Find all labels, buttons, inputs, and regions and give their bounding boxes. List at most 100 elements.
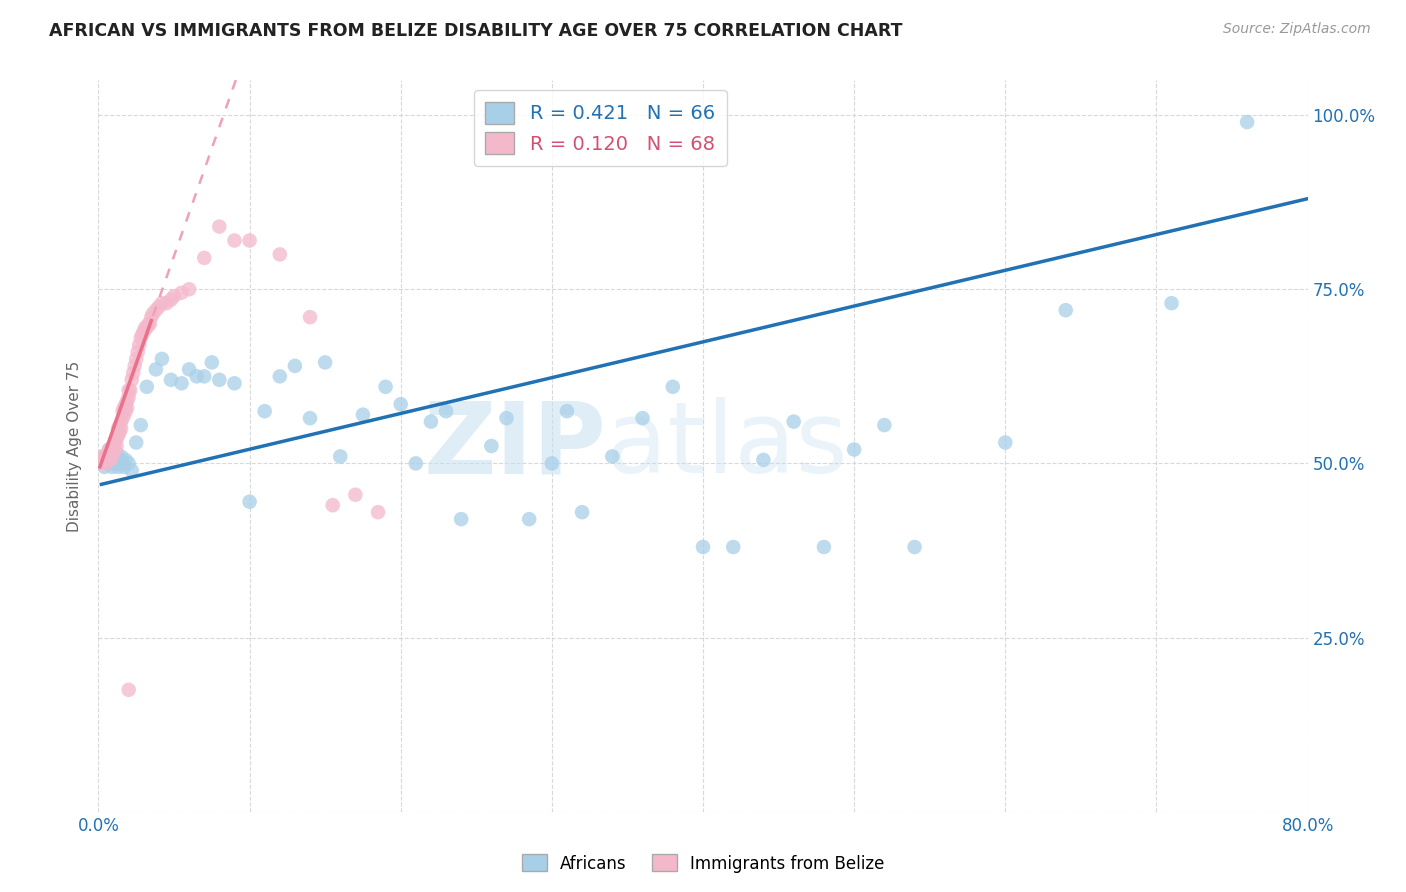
Point bbox=[813, 540, 835, 554]
Legend: Africans, Immigrants from Belize: Africans, Immigrants from Belize bbox=[515, 847, 891, 880]
Point bbox=[179, 282, 201, 296]
Point bbox=[128, 338, 150, 352]
Point bbox=[155, 296, 177, 310]
Point bbox=[107, 421, 129, 435]
Point bbox=[101, 450, 124, 464]
Point bbox=[873, 418, 896, 433]
Point bbox=[253, 404, 276, 418]
Point bbox=[170, 376, 193, 391]
Point bbox=[135, 320, 157, 334]
Point bbox=[121, 463, 143, 477]
Point bbox=[163, 289, 186, 303]
Point bbox=[450, 512, 472, 526]
Point bbox=[105, 439, 128, 453]
Y-axis label: Disability Age Over 75: Disability Age Over 75 bbox=[67, 360, 83, 532]
Point bbox=[111, 404, 134, 418]
Point bbox=[103, 446, 125, 460]
Point bbox=[103, 450, 125, 464]
Point bbox=[111, 457, 134, 471]
Point bbox=[434, 404, 457, 418]
Point bbox=[94, 457, 117, 471]
Text: AFRICAN VS IMMIGRANTS FROM BELIZE DISABILITY AGE OVER 75 CORRELATION CHART: AFRICAN VS IMMIGRANTS FROM BELIZE DISABI… bbox=[49, 22, 903, 40]
Point bbox=[132, 324, 155, 338]
Point bbox=[142, 307, 165, 321]
Point bbox=[299, 411, 322, 425]
Point bbox=[127, 345, 149, 359]
Point bbox=[93, 450, 115, 464]
Point bbox=[481, 439, 503, 453]
Point bbox=[101, 459, 124, 474]
Point bbox=[374, 380, 396, 394]
Point bbox=[115, 401, 138, 415]
Point bbox=[904, 540, 927, 554]
Point bbox=[100, 446, 122, 460]
Point bbox=[100, 453, 122, 467]
Point bbox=[367, 505, 389, 519]
Point bbox=[124, 359, 146, 373]
Point bbox=[844, 442, 866, 457]
Point bbox=[118, 384, 141, 398]
Point bbox=[141, 310, 163, 325]
Point bbox=[115, 393, 138, 408]
Point bbox=[1054, 303, 1077, 318]
Point bbox=[105, 446, 128, 460]
Point bbox=[329, 450, 352, 464]
Point bbox=[112, 401, 135, 415]
Point bbox=[118, 682, 141, 697]
Point bbox=[322, 498, 344, 512]
Point bbox=[269, 247, 291, 261]
Point bbox=[148, 300, 170, 314]
Point bbox=[299, 310, 322, 325]
Point bbox=[110, 415, 132, 429]
Point bbox=[112, 408, 135, 422]
Point bbox=[723, 540, 745, 554]
Point bbox=[555, 404, 578, 418]
Point bbox=[104, 442, 127, 457]
Point bbox=[602, 450, 624, 464]
Point bbox=[105, 432, 128, 446]
Point bbox=[129, 331, 152, 345]
Point bbox=[160, 373, 183, 387]
Point bbox=[186, 369, 208, 384]
Point bbox=[692, 540, 714, 554]
Point bbox=[104, 435, 127, 450]
Point bbox=[129, 418, 152, 433]
Point bbox=[108, 425, 131, 439]
Point bbox=[314, 355, 336, 369]
Point bbox=[284, 359, 307, 373]
Point bbox=[783, 415, 806, 429]
Point bbox=[96, 453, 118, 467]
Point bbox=[193, 251, 215, 265]
Text: ZIP: ZIP bbox=[423, 398, 606, 494]
Point bbox=[131, 327, 153, 342]
Point bbox=[98, 450, 121, 464]
Point bbox=[145, 303, 167, 318]
Point bbox=[111, 411, 134, 425]
Point bbox=[517, 512, 540, 526]
Point bbox=[98, 442, 121, 457]
Point bbox=[571, 505, 593, 519]
Point bbox=[112, 459, 135, 474]
Point bbox=[91, 453, 114, 467]
Point bbox=[631, 411, 654, 425]
Point bbox=[170, 285, 193, 300]
Point bbox=[91, 453, 114, 467]
Point bbox=[193, 369, 215, 384]
Text: atlas: atlas bbox=[606, 398, 848, 494]
Point bbox=[118, 457, 141, 471]
Point bbox=[208, 219, 231, 234]
Point bbox=[239, 234, 262, 248]
Point bbox=[661, 380, 683, 394]
Point bbox=[90, 450, 112, 464]
Point bbox=[125, 435, 148, 450]
Point bbox=[135, 380, 157, 394]
Point bbox=[208, 373, 231, 387]
Point bbox=[122, 366, 145, 380]
Point bbox=[125, 351, 148, 366]
Point bbox=[114, 404, 136, 418]
Point bbox=[114, 397, 136, 411]
Point bbox=[160, 293, 183, 307]
Point bbox=[100, 453, 122, 467]
Point bbox=[108, 453, 131, 467]
Point bbox=[540, 457, 562, 471]
